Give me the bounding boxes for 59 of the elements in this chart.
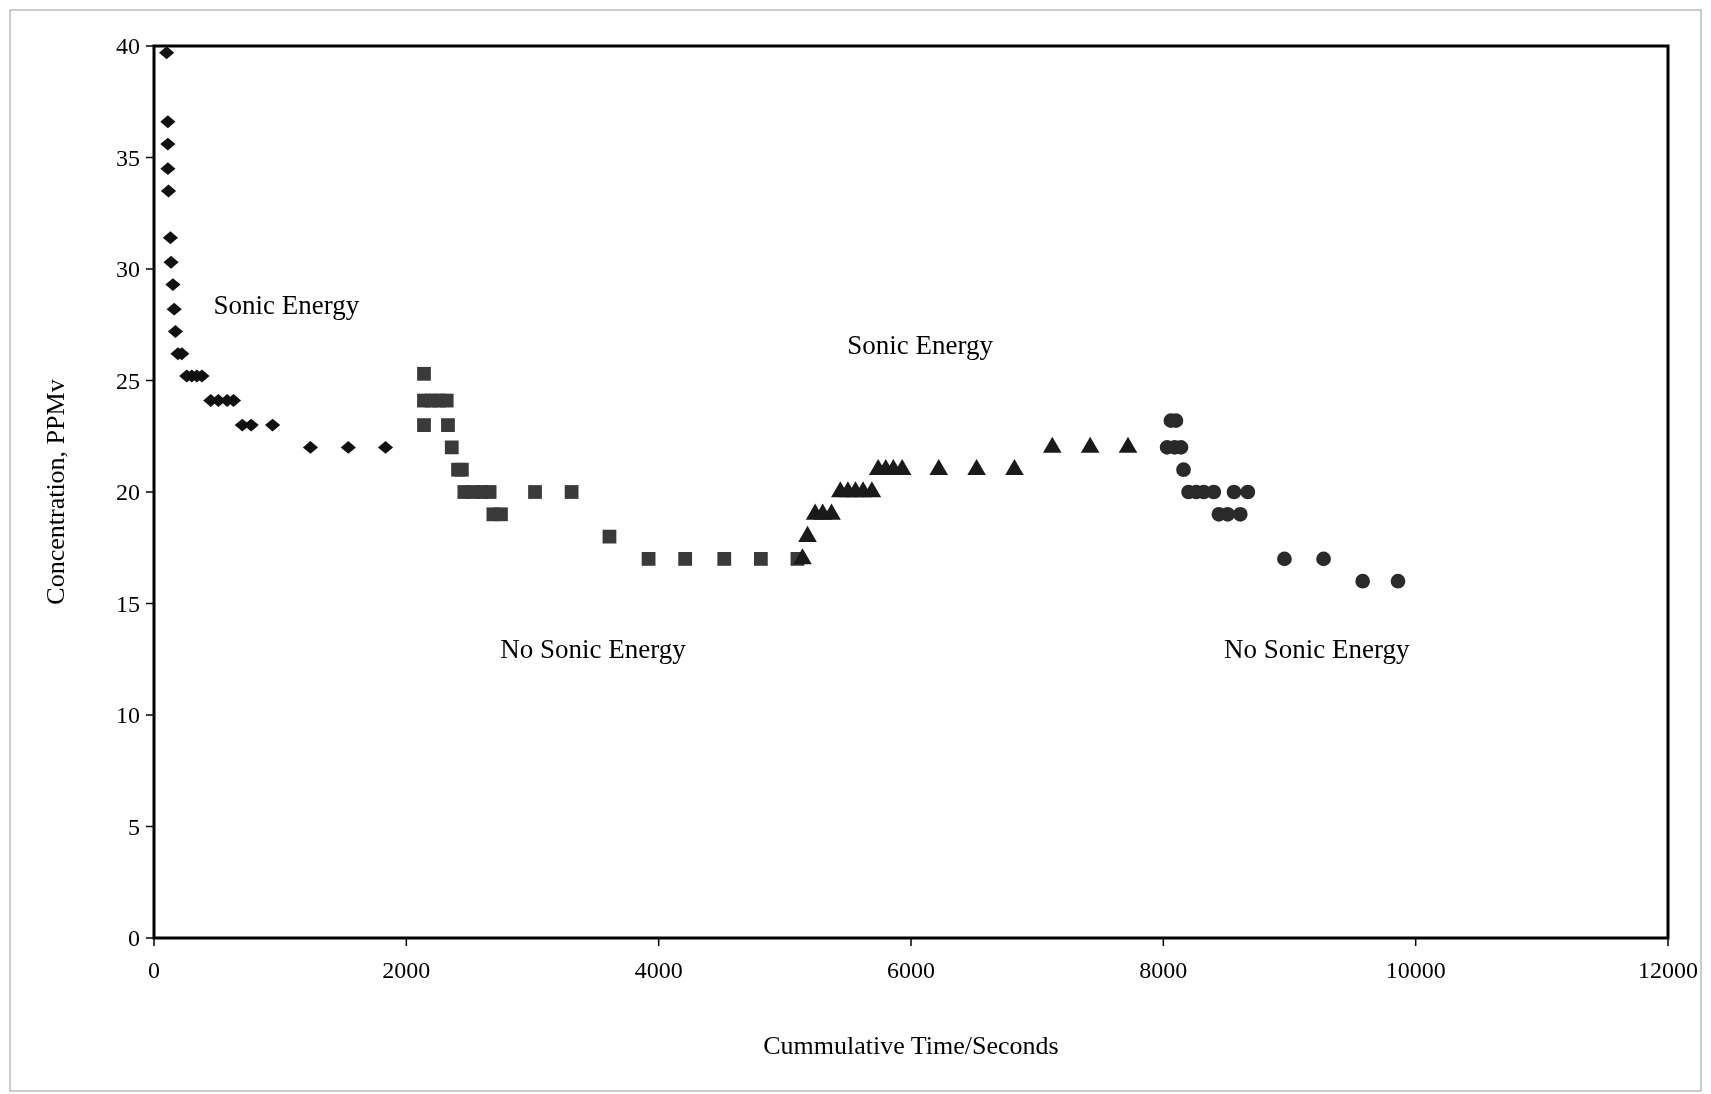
- point: [1240, 484, 1256, 500]
- point: [444, 440, 459, 455]
- y-tick-label: 40: [116, 33, 140, 60]
- point: [265, 418, 281, 432]
- point: [1226, 484, 1242, 500]
- annotation: Sonic Energy: [213, 290, 360, 321]
- y-tick-label: 25: [116, 367, 140, 394]
- point: [1390, 573, 1406, 589]
- point: [564, 485, 579, 499]
- point: [160, 115, 176, 129]
- point: [439, 393, 454, 408]
- x-tick-label: 0: [148, 957, 160, 983]
- point: [340, 440, 356, 454]
- y-tick-label: 5: [128, 813, 140, 840]
- point: [641, 552, 656, 566]
- point: [162, 231, 178, 245]
- annotation: No Sonic Energy: [1224, 634, 1410, 665]
- point: [482, 485, 497, 499]
- y-tick-label: 15: [116, 590, 140, 617]
- point: [167, 324, 184, 338]
- point: [159, 46, 175, 60]
- y-tick-label: 30: [116, 256, 140, 283]
- x-tick-label: 8000: [1139, 957, 1188, 983]
- point: [160, 162, 176, 176]
- point: [494, 507, 508, 522]
- point: [160, 184, 177, 198]
- x-tick-label: 6000: [887, 957, 935, 983]
- point: [1316, 551, 1331, 567]
- point: [717, 552, 732, 566]
- x-tick-label: 2000: [382, 957, 431, 983]
- point: [528, 485, 542, 499]
- point: [302, 440, 319, 454]
- y-axis-title: Concentration, PPMv: [41, 379, 70, 605]
- y-tick-label: 35: [116, 144, 140, 171]
- point: [417, 366, 431, 381]
- y-tick-label: 10: [116, 702, 140, 729]
- point: [1355, 573, 1371, 589]
- point: [163, 255, 179, 269]
- point: [1206, 484, 1222, 500]
- y-tick-label: 20: [116, 479, 140, 506]
- point: [166, 302, 182, 316]
- annotation: Sonic Energy: [847, 330, 994, 361]
- x-axis-title: Cummulative Time/Seconds: [763, 1031, 1059, 1060]
- point: [1277, 551, 1292, 567]
- x-tick-label: 4000: [634, 957, 683, 983]
- point: [1176, 462, 1191, 478]
- y-tick-label: 0: [128, 925, 140, 952]
- point: [165, 278, 181, 292]
- point: [441, 418, 455, 432]
- point: [678, 552, 693, 566]
- x-tick-label: 12000: [1638, 957, 1698, 983]
- point: [160, 137, 176, 151]
- point: [454, 462, 469, 477]
- annotation: No Sonic Energy: [500, 634, 687, 665]
- point: [417, 418, 431, 432]
- x-tick-label: 10000: [1385, 957, 1446, 983]
- point: [377, 440, 394, 454]
- point: [1232, 506, 1248, 522]
- point: [753, 552, 768, 566]
